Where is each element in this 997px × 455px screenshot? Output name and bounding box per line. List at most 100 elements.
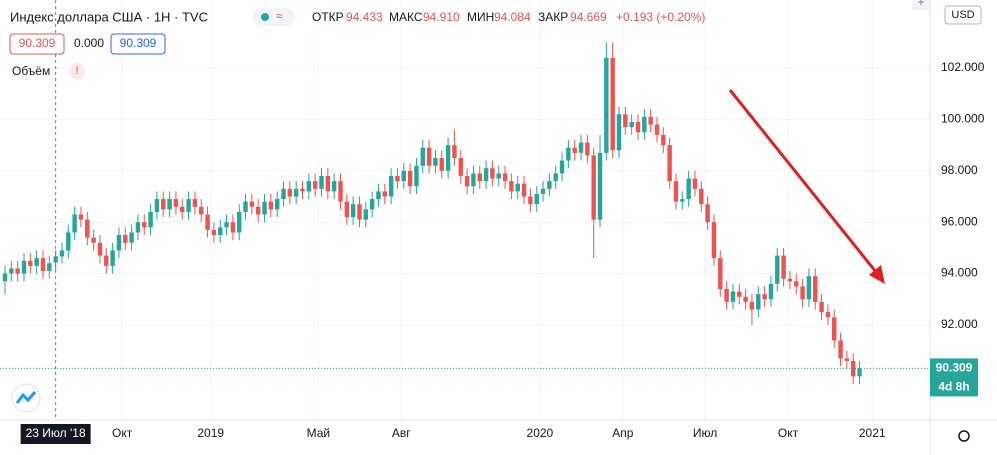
candle-body (667, 145, 672, 182)
candle-body (445, 145, 451, 171)
candle-body (597, 152, 603, 220)
candle-body (806, 276, 812, 300)
candle-body (287, 188, 293, 197)
candle-body (819, 301, 824, 313)
candle-body (306, 181, 312, 192)
candles (2, 42, 862, 385)
grid (0, 0, 930, 420)
candle-body (616, 114, 622, 151)
candle-body (40, 258, 46, 272)
candle-body (496, 173, 501, 179)
sell-box[interactable] (9, 33, 65, 55)
symbol-title: Индекс доллара США · 1Н · TVC (10, 9, 208, 24)
candle-body (566, 147, 571, 161)
candle-body (724, 288, 729, 302)
volume-label: Объём (12, 64, 50, 78)
candle-body (205, 214, 210, 230)
candle-body (857, 368, 862, 377)
countdown: 4d 8h (938, 380, 969, 394)
candle-body (585, 142, 590, 156)
x-tick-label: Апр (612, 426, 634, 440)
status-dot (261, 13, 269, 21)
candle-body (521, 183, 527, 197)
x-tick-label: 2021 (859, 426, 886, 440)
candle-body (483, 168, 489, 182)
candle-body (490, 168, 495, 179)
candle-body (9, 268, 14, 274)
currency-box[interactable] (944, 5, 982, 25)
candle-body (376, 191, 381, 200)
sell-price[interactable]: 90.309 (19, 36, 56, 50)
candle-body (578, 142, 584, 153)
candle-body (21, 260, 27, 274)
logo-icon (15, 391, 37, 404)
x-tick-label: Июл (693, 426, 717, 440)
y-tick-label: 100.000 (941, 112, 985, 126)
candle-body (66, 232, 71, 251)
x-tick-label: 2019 (197, 426, 224, 440)
candle-body (262, 201, 267, 215)
candle-body (2, 273, 8, 282)
candle-body (547, 181, 552, 189)
candle-body (553, 173, 558, 182)
y-tick-label: 102.000 (941, 60, 985, 74)
x-tick-label: Окт (778, 426, 799, 440)
candle-body (154, 199, 160, 212)
candle-body (243, 201, 248, 212)
candle-body (851, 360, 856, 377)
volume-warning[interactable] (69, 63, 85, 79)
candle-body (464, 175, 470, 187)
plus-button[interactable] (912, 0, 930, 10)
candle-body (116, 235, 122, 251)
candle-body (528, 196, 533, 205)
low-value: 94.084 (494, 10, 531, 24)
candle-body (534, 193, 539, 205)
y-tick-label: 98.000 (941, 163, 978, 177)
candle-body (357, 204, 362, 220)
candle-body (180, 206, 185, 212)
buy-box[interactable] (110, 33, 166, 55)
buy-price[interactable]: 90.309 (120, 36, 157, 50)
candle-body (699, 188, 704, 205)
candle-body (768, 283, 774, 300)
candle-body (369, 199, 375, 210)
candle-body (781, 255, 786, 279)
candle-body (186, 199, 191, 212)
candle-body (661, 134, 666, 146)
candle-body (161, 199, 166, 210)
candle-body (540, 188, 546, 194)
x-tick-label: Авг (392, 426, 411, 440)
candle-body (129, 232, 134, 243)
candle-body (230, 222, 236, 233)
currency[interactable]: USD (951, 9, 974, 21)
y-tick-label: 94.000 (941, 266, 978, 280)
candle-body (274, 199, 280, 210)
candle-body (281, 188, 286, 200)
high-label: МАКС (389, 10, 423, 24)
candle-body (642, 116, 647, 133)
candle-body (705, 204, 710, 223)
candle-body (743, 296, 748, 302)
candle-body (407, 170, 413, 187)
candle-body (173, 199, 179, 207)
candle-body (825, 312, 831, 318)
candle-body (224, 222, 229, 228)
candle-body (711, 222, 717, 259)
candle-body (800, 286, 805, 300)
candle-body (756, 294, 761, 310)
warning-mark: ! (75, 65, 78, 77)
candle-body (78, 214, 84, 220)
candle-body (167, 199, 172, 210)
candle-body (97, 242, 103, 256)
candle-body (91, 237, 96, 243)
candle-body (268, 201, 274, 210)
candle-body (730, 291, 736, 302)
settings-icon[interactable] (958, 430, 970, 442)
crosshair-date-box (20, 424, 91, 444)
candle-body (471, 173, 476, 187)
trend-arrow (728, 89, 882, 278)
low-label: МИН (467, 10, 494, 24)
candle-body (654, 124, 660, 135)
candle-body (249, 201, 255, 207)
candle-body (28, 260, 33, 266)
